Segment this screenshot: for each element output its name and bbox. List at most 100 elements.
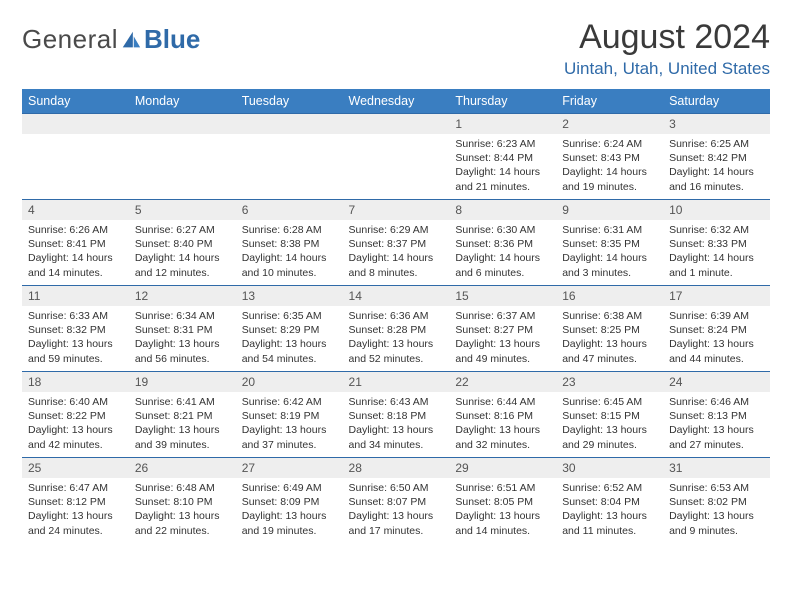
calendar-cell: 18Sunrise: 6:40 AMSunset: 8:22 PMDayligh… xyxy=(22,372,129,458)
calendar-week: 4Sunrise: 6:26 AMSunset: 8:41 PMDaylight… xyxy=(22,200,770,286)
day-detail: Sunrise: 6:47 AMSunset: 8:12 PMDaylight:… xyxy=(22,478,129,542)
sunset-text: Sunset: 8:18 PM xyxy=(349,409,444,423)
day-detail: Sunrise: 6:39 AMSunset: 8:24 PMDaylight:… xyxy=(663,306,770,370)
day-detail: Sunrise: 6:51 AMSunset: 8:05 PMDaylight:… xyxy=(449,478,556,542)
calendar-cell: 26Sunrise: 6:48 AMSunset: 8:10 PMDayligh… xyxy=(129,458,236,544)
day-number: 30 xyxy=(556,458,663,478)
daylight-text: Daylight: 14 hours and 16 minutes. xyxy=(669,165,764,193)
day-detail: Sunrise: 6:30 AMSunset: 8:36 PMDaylight:… xyxy=(449,220,556,284)
daylight-text: Daylight: 13 hours and 24 minutes. xyxy=(28,509,123,537)
day-number: 16 xyxy=(556,286,663,306)
day-detail: Sunrise: 6:53 AMSunset: 8:02 PMDaylight:… xyxy=(663,478,770,542)
sunset-text: Sunset: 8:25 PM xyxy=(562,323,657,337)
day-number: 7 xyxy=(343,200,450,220)
sunrise-text: Sunrise: 6:49 AM xyxy=(242,481,337,495)
weekday-header: Saturday xyxy=(663,89,770,114)
sunrise-text: Sunrise: 6:42 AM xyxy=(242,395,337,409)
day-number: 6 xyxy=(236,200,343,220)
sunset-text: Sunset: 8:42 PM xyxy=(669,151,764,165)
sunrise-text: Sunrise: 6:36 AM xyxy=(349,309,444,323)
calendar-cell xyxy=(236,114,343,200)
daylight-text: Daylight: 13 hours and 49 minutes. xyxy=(455,337,550,365)
weekday-header: Thursday xyxy=(449,89,556,114)
title-block: August 2024 Uintah, Utah, United States xyxy=(564,18,770,79)
day-detail: Sunrise: 6:36 AMSunset: 8:28 PMDaylight:… xyxy=(343,306,450,370)
daylight-text: Daylight: 13 hours and 9 minutes. xyxy=(669,509,764,537)
day-number: 1 xyxy=(449,114,556,134)
daylight-text: Daylight: 13 hours and 54 minutes. xyxy=(242,337,337,365)
daylight-text: Daylight: 13 hours and 14 minutes. xyxy=(455,509,550,537)
day-number: 14 xyxy=(343,286,450,306)
calendar-cell: 10Sunrise: 6:32 AMSunset: 8:33 PMDayligh… xyxy=(663,200,770,286)
calendar-cell: 31Sunrise: 6:53 AMSunset: 8:02 PMDayligh… xyxy=(663,458,770,544)
day-detail: Sunrise: 6:24 AMSunset: 8:43 PMDaylight:… xyxy=(556,134,663,198)
sunrise-text: Sunrise: 6:31 AM xyxy=(562,223,657,237)
day-number-empty xyxy=(343,114,450,134)
sunrise-text: Sunrise: 6:37 AM xyxy=(455,309,550,323)
daylight-text: Daylight: 13 hours and 42 minutes. xyxy=(28,423,123,451)
calendar-cell: 8Sunrise: 6:30 AMSunset: 8:36 PMDaylight… xyxy=(449,200,556,286)
calendar-cell: 25Sunrise: 6:47 AMSunset: 8:12 PMDayligh… xyxy=(22,458,129,544)
day-detail: Sunrise: 6:35 AMSunset: 8:29 PMDaylight:… xyxy=(236,306,343,370)
day-detail: Sunrise: 6:50 AMSunset: 8:07 PMDaylight:… xyxy=(343,478,450,542)
day-detail: Sunrise: 6:32 AMSunset: 8:33 PMDaylight:… xyxy=(663,220,770,284)
sunset-text: Sunset: 8:02 PM xyxy=(669,495,764,509)
day-detail: Sunrise: 6:44 AMSunset: 8:16 PMDaylight:… xyxy=(449,392,556,456)
daylight-text: Daylight: 13 hours and 37 minutes. xyxy=(242,423,337,451)
sunrise-text: Sunrise: 6:50 AM xyxy=(349,481,444,495)
sunset-text: Sunset: 8:24 PM xyxy=(669,323,764,337)
sunrise-text: Sunrise: 6:25 AM xyxy=(669,137,764,151)
daylight-text: Daylight: 13 hours and 39 minutes. xyxy=(135,423,230,451)
sunrise-text: Sunrise: 6:47 AM xyxy=(28,481,123,495)
day-number: 11 xyxy=(22,286,129,306)
calendar-cell: 15Sunrise: 6:37 AMSunset: 8:27 PMDayligh… xyxy=(449,286,556,372)
calendar-cell: 17Sunrise: 6:39 AMSunset: 8:24 PMDayligh… xyxy=(663,286,770,372)
sunrise-text: Sunrise: 6:33 AM xyxy=(28,309,123,323)
day-number: 28 xyxy=(343,458,450,478)
brand-text-2: Blue xyxy=(144,24,200,55)
sunrise-text: Sunrise: 6:34 AM xyxy=(135,309,230,323)
day-number: 29 xyxy=(449,458,556,478)
sail-icon xyxy=(120,29,142,51)
calendar-cell: 24Sunrise: 6:46 AMSunset: 8:13 PMDayligh… xyxy=(663,372,770,458)
day-number: 9 xyxy=(556,200,663,220)
sunset-text: Sunset: 8:40 PM xyxy=(135,237,230,251)
calendar-cell: 9Sunrise: 6:31 AMSunset: 8:35 PMDaylight… xyxy=(556,200,663,286)
day-detail: Sunrise: 6:45 AMSunset: 8:15 PMDaylight:… xyxy=(556,392,663,456)
daylight-text: Daylight: 14 hours and 6 minutes. xyxy=(455,251,550,279)
sunrise-text: Sunrise: 6:26 AM xyxy=(28,223,123,237)
calendar-cell: 19Sunrise: 6:41 AMSunset: 8:21 PMDayligh… xyxy=(129,372,236,458)
day-detail: Sunrise: 6:31 AMSunset: 8:35 PMDaylight:… xyxy=(556,220,663,284)
sunrise-text: Sunrise: 6:24 AM xyxy=(562,137,657,151)
calendar-cell: 20Sunrise: 6:42 AMSunset: 8:19 PMDayligh… xyxy=(236,372,343,458)
calendar-cell: 12Sunrise: 6:34 AMSunset: 8:31 PMDayligh… xyxy=(129,286,236,372)
sunset-text: Sunset: 8:19 PM xyxy=(242,409,337,423)
weekday-header: Friday xyxy=(556,89,663,114)
daylight-text: Daylight: 13 hours and 11 minutes. xyxy=(562,509,657,537)
sunrise-text: Sunrise: 6:28 AM xyxy=(242,223,337,237)
day-number-empty xyxy=(236,114,343,134)
day-number: 3 xyxy=(663,114,770,134)
day-detail: Sunrise: 6:26 AMSunset: 8:41 PMDaylight:… xyxy=(22,220,129,284)
day-number: 19 xyxy=(129,372,236,392)
day-number: 2 xyxy=(556,114,663,134)
daylight-text: Daylight: 13 hours and 27 minutes. xyxy=(669,423,764,451)
sunrise-text: Sunrise: 6:53 AM xyxy=(669,481,764,495)
calendar-cell: 21Sunrise: 6:43 AMSunset: 8:18 PMDayligh… xyxy=(343,372,450,458)
sunset-text: Sunset: 8:22 PM xyxy=(28,409,123,423)
day-detail: Sunrise: 6:25 AMSunset: 8:42 PMDaylight:… xyxy=(663,134,770,198)
sunset-text: Sunset: 8:04 PM xyxy=(562,495,657,509)
daylight-text: Daylight: 13 hours and 32 minutes. xyxy=(455,423,550,451)
day-detail: Sunrise: 6:49 AMSunset: 8:09 PMDaylight:… xyxy=(236,478,343,542)
sunset-text: Sunset: 8:32 PM xyxy=(28,323,123,337)
sunset-text: Sunset: 8:10 PM xyxy=(135,495,230,509)
calendar-cell: 27Sunrise: 6:49 AMSunset: 8:09 PMDayligh… xyxy=(236,458,343,544)
sunrise-text: Sunrise: 6:35 AM xyxy=(242,309,337,323)
daylight-text: Daylight: 13 hours and 34 minutes. xyxy=(349,423,444,451)
sunset-text: Sunset: 8:29 PM xyxy=(242,323,337,337)
daylight-text: Daylight: 13 hours and 47 minutes. xyxy=(562,337,657,365)
calendar-cell: 29Sunrise: 6:51 AMSunset: 8:05 PMDayligh… xyxy=(449,458,556,544)
sunset-text: Sunset: 8:21 PM xyxy=(135,409,230,423)
day-detail: Sunrise: 6:43 AMSunset: 8:18 PMDaylight:… xyxy=(343,392,450,456)
daylight-text: Daylight: 13 hours and 52 minutes. xyxy=(349,337,444,365)
